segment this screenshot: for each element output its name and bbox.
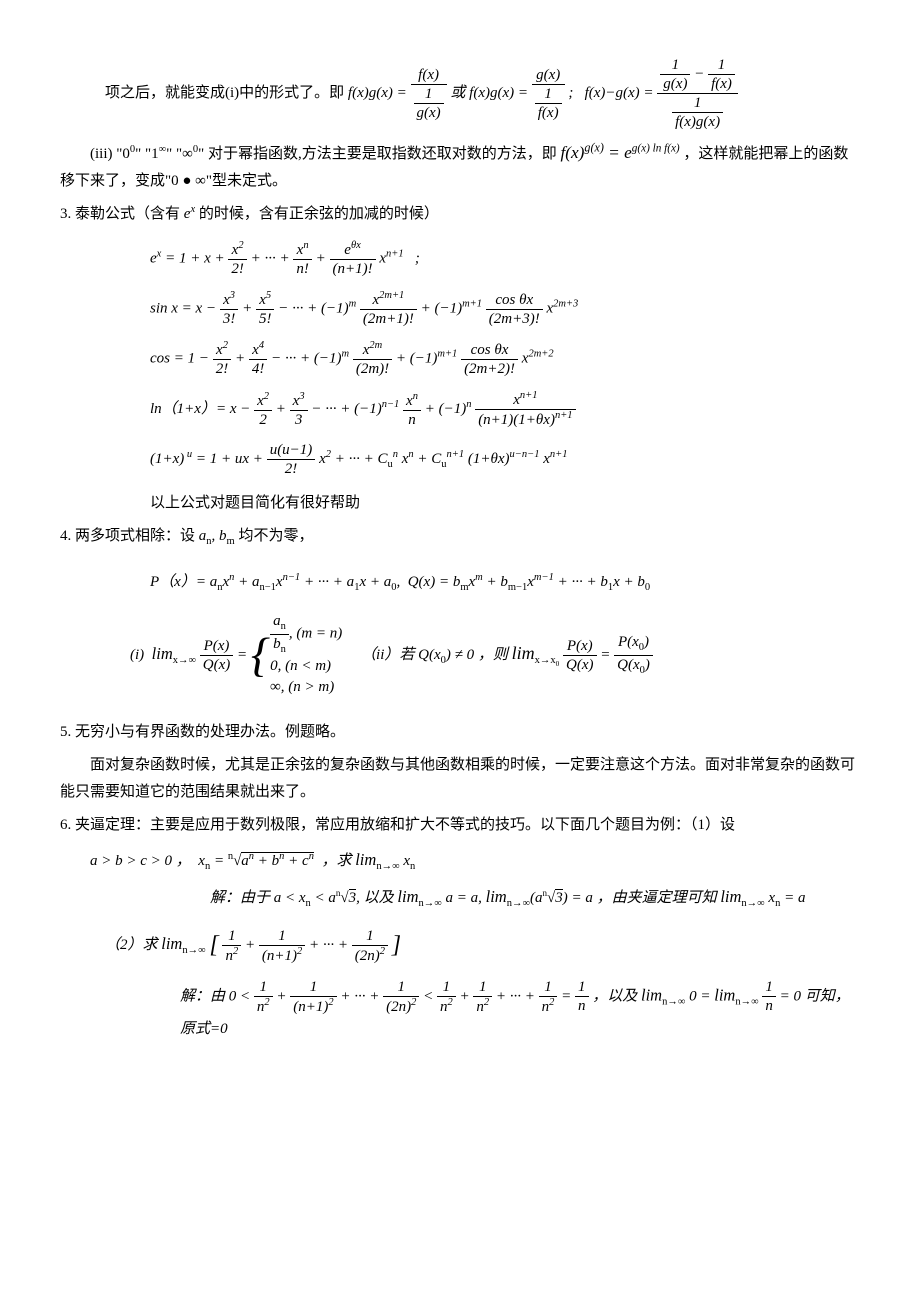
iii-pre: (iii) "00" "1∞" "∞0" 对于幂指函数,方法主要是取指数还取对数…: [90, 146, 557, 162]
item4-cases: (i) limx→∞ P(x)Q(x) = {anbn, (m = n)0, (…: [60, 612, 860, 698]
taylor-sin: sin x = x − x33! + x55! − ··· + (−1)m x2…: [150, 290, 860, 328]
item6-sol2: 解：由 0 < 1n2 + 1(n+1)2 + ··· + 1(2n)2 < 1…: [60, 978, 860, 1043]
taylor-ex: ex = 1 + x + x22! + ··· + xnn! + eθx(n+1…: [150, 240, 860, 278]
item4-title: 4. 两多项式相除：设 an, bm 均不为零，: [60, 523, 860, 552]
taylor-cos: cos = 1 − x22! + x44! − ··· + (−1)m x2m(…: [150, 340, 860, 378]
iii-eq: f(x)g(x) = eg(x) ln f(x): [560, 143, 679, 162]
item5-body: 面对复杂函数时候，尤其是正余弦的复杂函数与其他函数相乘的时候，一定要注意这个方法…: [60, 752, 860, 806]
item6-q2: （2）求 limn→∞ [ 1n2 + 1(n+1)2 + ··· + 1(2n…: [60, 924, 860, 967]
item4-cases-i: (i) limx→∞ P(x)Q(x) = {anbn, (m = n)0, (…: [130, 647, 342, 663]
taylor-1px: (1+x) u = 1 + ux + u(u−1)2! x2 + ··· + C…: [150, 441, 860, 478]
item6-sol1: 解：由于 a < xn < an√3, 以及 limn→∞ a = a, lim…: [60, 882, 860, 914]
taylor-note: 以上公式对题目简化有很好帮助: [60, 490, 860, 517]
transform-eq: f(x)g(x) = f(x)1g(x) 或 f(x)g(x) = g(x)1f…: [348, 85, 738, 101]
item3-title: 3. 泰勒公式（含有 ex 的时候，含有正余弦的加减的时候）: [60, 201, 860, 228]
transform-note: 项之后，就能变成(i)中的形式了。即 f(x)g(x) = f(x)1g(x) …: [60, 56, 860, 131]
item5-title: 5. 无穷小与有界函数的处理办法。例题略。: [60, 719, 860, 746]
item4-cases-ii: （ii）若 Q(x0) ≠ 0 ，则 limx→x0 P(x)Q(x) = P(…: [361, 647, 653, 663]
item6-title: 6. 夹逼定理：主要是应用于数列极限，常应用放缩和扩大不等式的技巧。以下面几个题…: [60, 812, 860, 839]
taylor-ln: ln（1+x）= x − x22 + x33 − ··· + (−1)n−1 x…: [150, 390, 860, 429]
iii-note: (iii) "00" "1∞" "∞0" 对于幂指函数,方法主要是取指数还取对数…: [60, 137, 860, 195]
transform-text: 项之后，就能变成(i)中的形式了。即: [105, 85, 344, 101]
item6-setup: a > b > c > 0 ， xn = n√an + bn + cn ，求 l…: [60, 845, 860, 877]
item4-px: P（x）= anxn + an−1xn−1 + ··· + a1x + a0, …: [150, 564, 860, 600]
